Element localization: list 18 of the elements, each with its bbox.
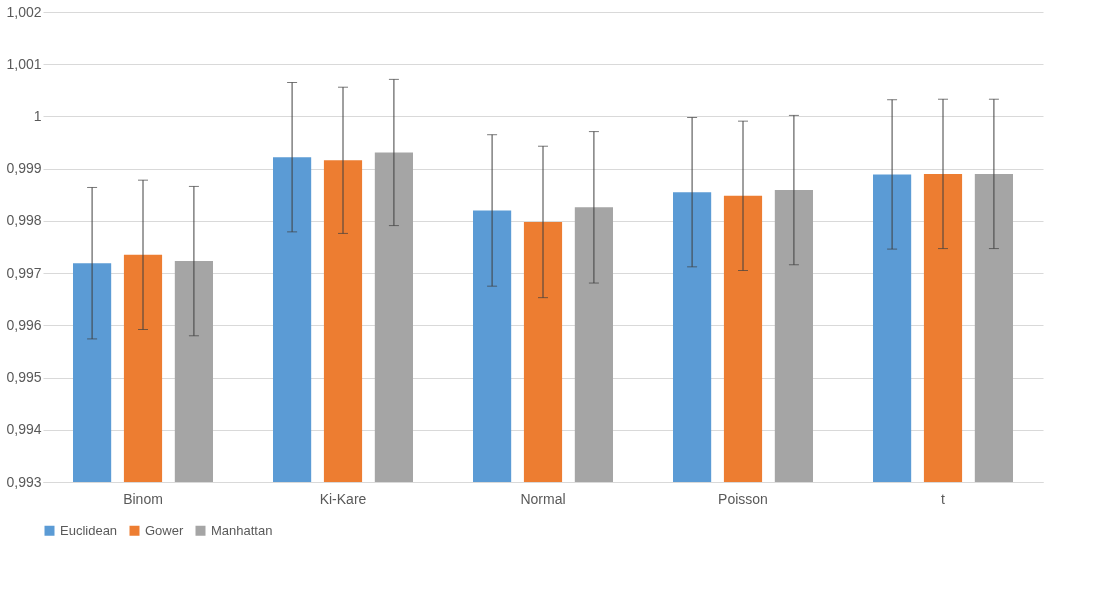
y-tick-label: 0,996 xyxy=(6,316,42,333)
x-tick-label: Normal xyxy=(520,490,566,507)
x-tick-label: t xyxy=(941,490,946,507)
legend-label: Gower xyxy=(145,522,184,538)
x-tick-label: Ki-Kare xyxy=(319,490,367,507)
x-tick-label: Poisson xyxy=(718,490,768,507)
legend-label: Manhattan xyxy=(211,522,273,538)
y-tick-label: 0,994 xyxy=(6,421,42,438)
y-tick-label: 0,999 xyxy=(6,160,42,177)
y-tick-label: 0,995 xyxy=(6,369,42,386)
y-tick-label: 1,002 xyxy=(6,3,42,20)
x-tick-label: Binom xyxy=(123,490,163,507)
y-tick-label: 0,998 xyxy=(6,212,42,229)
y-tick-label: 0,997 xyxy=(6,264,42,281)
y-tick-label: 1,001 xyxy=(6,55,42,72)
y-tick-label: 0,993 xyxy=(6,473,42,490)
legend-label: Euclidean xyxy=(60,522,118,538)
y-tick-label: 1 xyxy=(33,107,42,124)
